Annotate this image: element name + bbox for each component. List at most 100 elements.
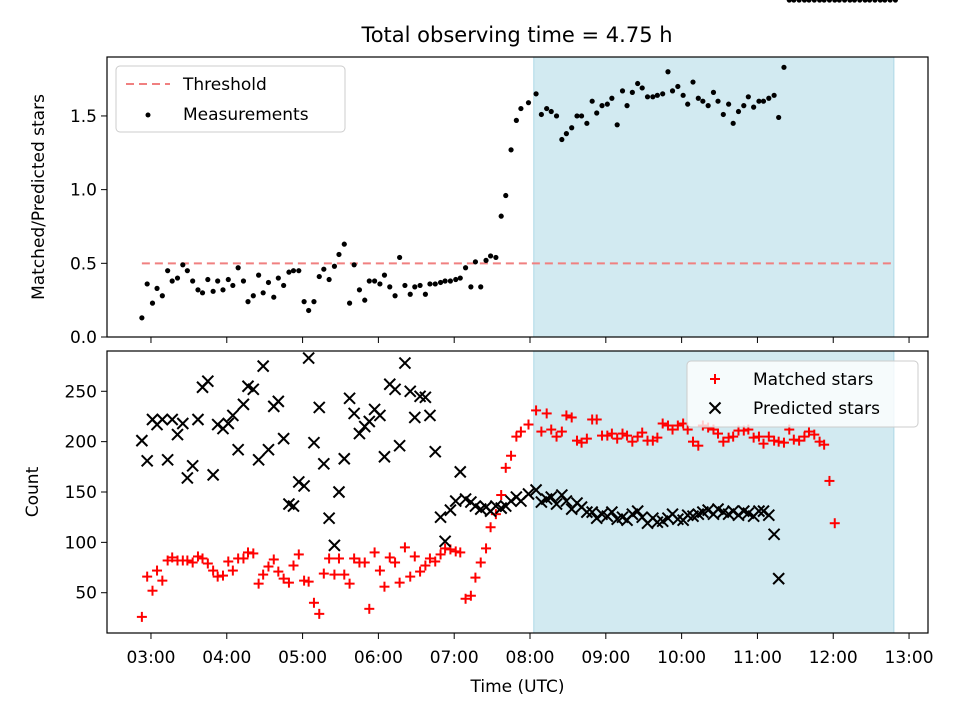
x-b	[388, 383, 402, 396]
measurement-point	[654, 92, 660, 98]
matched-star-point	[258, 569, 269, 580]
measurement-point	[366, 278, 372, 284]
measurement-point	[816, 0, 823, 3]
x-b	[711, 502, 725, 516]
predicted-star-point	[256, 359, 270, 373]
predicted-star-point	[247, 383, 260, 396]
predicted-star-point	[338, 452, 351, 465]
matched-star-point	[819, 439, 830, 450]
x-b	[206, 468, 220, 482]
matched-star-point	[288, 560, 299, 571]
bottom-x-tick-label: 13:00	[885, 648, 934, 668]
measurement-point	[791, 0, 797, 3]
measurement-point	[245, 299, 251, 305]
measurement-point	[644, 94, 651, 100]
matched-star-point	[268, 554, 279, 565]
top-marks	[139, 0, 899, 321]
predicted-star-point	[767, 528, 781, 541]
x-b	[737, 504, 750, 518]
x-b	[373, 409, 387, 422]
measurement-point	[862, 0, 868, 3]
measurement-point	[356, 287, 363, 293]
matched-star-point	[803, 426, 814, 437]
matched-star-point	[485, 522, 496, 533]
measurement-point	[715, 98, 721, 104]
measurement-point	[230, 282, 236, 289]
measurement-point	[341, 241, 347, 247]
predicted-star-point	[378, 450, 391, 463]
matched-star-point	[678, 418, 689, 429]
predicted-star-point	[171, 428, 184, 441]
matched-star-point	[405, 571, 416, 582]
predicted-star-point	[398, 356, 412, 370]
measurement-point	[836, 0, 842, 3]
measurement-point	[730, 120, 736, 126]
matched-star-point	[293, 549, 304, 560]
matched-star-point	[409, 551, 420, 562]
x-b	[363, 415, 376, 428]
matched-star-point	[809, 429, 820, 440]
measurement-point	[215, 278, 221, 284]
x-b	[454, 465, 467, 479]
bottom-x-tick-label: 04:00	[202, 648, 251, 668]
predicted-star-point	[388, 383, 402, 396]
x-b	[616, 510, 629, 524]
measurement-point	[619, 88, 626, 94]
predicted-star-point	[226, 409, 240, 422]
matched-star-point	[157, 575, 168, 586]
x-b	[165, 413, 179, 426]
measurement-point	[220, 287, 226, 293]
x-b	[282, 497, 296, 511]
matched-star-point	[227, 565, 238, 576]
measurement-point	[847, 0, 853, 3]
matched-star-point	[652, 432, 663, 443]
measurement-point	[195, 287, 201, 293]
measurement-point	[720, 111, 726, 118]
x-b	[767, 528, 781, 541]
matched-star-point	[455, 547, 466, 558]
matched-star-point	[248, 548, 259, 559]
matched-star-point	[420, 560, 431, 571]
measurement-point	[877, 0, 883, 3]
measurement-point	[498, 213, 504, 219]
measurement-point	[665, 69, 671, 75]
measurement-point	[311, 299, 317, 305]
measurement-point	[159, 293, 165, 299]
x-b	[191, 413, 205, 426]
x-b	[332, 485, 346, 499]
measurement-point	[589, 98, 595, 104]
bottom-y-tick-label: 100	[65, 533, 97, 553]
measurement-point	[503, 192, 509, 199]
x-b	[262, 443, 275, 456]
x-b	[469, 499, 482, 513]
x-b	[717, 505, 730, 519]
measurement-point	[493, 254, 499, 261]
matched-star-point	[581, 433, 592, 444]
bottom-marks	[135, 351, 840, 622]
measurement-point	[726, 101, 732, 107]
matched-star-point	[390, 557, 401, 568]
predicted-star-point	[237, 398, 250, 411]
matched-star-point	[318, 568, 329, 579]
measurement-point	[569, 125, 575, 131]
x-b	[328, 539, 341, 552]
predicted-star-point	[438, 535, 452, 548]
bottom-y-axis-label: Count	[23, 466, 43, 517]
top-y-tick-label: 0.5	[70, 254, 97, 274]
matched-star-point	[728, 431, 739, 442]
top-legend-threshold-label: Threshold	[182, 75, 267, 95]
bottom-y-tick-label: 150	[65, 483, 97, 503]
measurement-point	[487, 253, 494, 259]
measurement-point	[402, 282, 408, 289]
measurement-point	[321, 266, 327, 272]
x-b	[231, 443, 245, 456]
measurement-point	[887, 0, 893, 3]
measurement-point	[316, 273, 322, 280]
x-b	[201, 375, 215, 388]
predicted-star-point	[373, 409, 387, 422]
predicted-star-point	[313, 401, 326, 414]
measurement-point	[286, 269, 292, 275]
matched-star-point	[283, 577, 294, 588]
x-b	[256, 359, 270, 373]
measurement-point	[271, 294, 277, 300]
